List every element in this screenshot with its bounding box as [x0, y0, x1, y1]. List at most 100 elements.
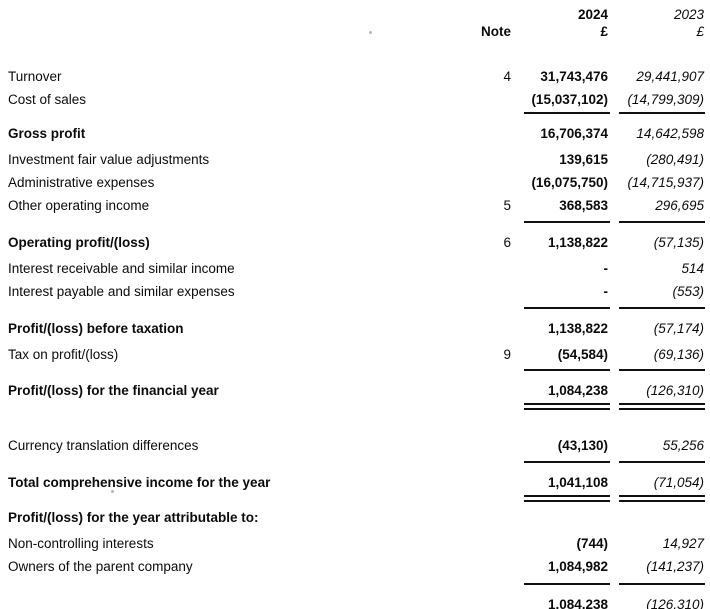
table-row: Currency translation differences (43,130)…: [0, 434, 710, 457]
value-2023: (14,799,309): [627, 92, 704, 107]
column-rule: [619, 583, 705, 585]
value-2024: 2024: [577, 7, 608, 22]
table-row: 1,084,238 (126,310): [0, 593, 710, 609]
value-2023: £: [696, 24, 704, 39]
value-2024: -: [603, 284, 609, 299]
value-2023: 296,695: [655, 198, 704, 213]
table-row: Turnover 4 31,743,476 29,441,907: [0, 65, 710, 88]
note-reference: 9: [503, 347, 511, 362]
column-rule: [524, 221, 610, 223]
scan-artifact-dot: [111, 490, 114, 493]
column-rule: [619, 112, 705, 114]
value-2023: (280,491): [646, 152, 704, 167]
row-label: Cost of sales: [8, 92, 87, 107]
table-header-row: 2024 2023: [0, 6, 710, 23]
note-reference: 6: [503, 235, 511, 250]
row-label: Gross profit: [8, 126, 86, 141]
table-row: Interest receivable and similar income - 5…: [0, 257, 710, 280]
value-2023: 14,927: [662, 536, 704, 551]
column-rule: [619, 495, 705, 502]
value-2023: (126,310): [646, 597, 704, 609]
row-label: Operating profit/(loss): [8, 235, 150, 250]
table-row: Cost of sales (15,037,102) (14,799,309): [0, 88, 710, 111]
table-row: Profit/(loss) for the financial year 1,08…: [0, 379, 710, 402]
rule-row: [0, 583, 710, 585]
column-rule: [619, 369, 705, 371]
column-rule: [619, 403, 705, 410]
table-row: Tax on profit/(loss) 9 (54,584) (69,136): [0, 343, 710, 366]
row-label: Investment fair value adjustments: [8, 152, 210, 167]
row-label: Non-controlling interests: [8, 536, 154, 551]
row-label: Currency translation differences: [8, 438, 199, 453]
row-label: Profit/(loss) for the year attributable …: [8, 510, 259, 525]
note-reference: 4: [503, 69, 511, 84]
value-2024: (744): [576, 536, 608, 551]
rule-row: [0, 369, 710, 371]
column-rule: [524, 369, 610, 371]
value-2023: (14,715,937): [627, 175, 704, 190]
table-row: Investment fair value adjustments 139,615…: [0, 148, 710, 171]
note-reference: Note: [481, 24, 511, 39]
value-2023: 2023: [673, 7, 704, 22]
scan-artifact-dot: [369, 31, 372, 34]
note-reference: 5: [503, 198, 511, 213]
table-row: Interest payable and similar expenses - (5…: [0, 280, 710, 303]
table-row: Total comprehensive income for the year 1…: [0, 471, 710, 494]
value-2024: 1,138,822: [547, 321, 608, 336]
value-2023: (553): [672, 284, 704, 299]
rule-row: [0, 221, 710, 223]
value-2024: 368,583: [559, 198, 608, 213]
table-row: Administrative expenses (16,075,750) (14,7…: [0, 171, 710, 194]
column-rule: [524, 307, 610, 309]
value-2023: (141,237): [646, 559, 704, 574]
double-rule-row: [0, 403, 710, 410]
rule-row: [0, 461, 710, 463]
value-2024: -: [603, 261, 609, 276]
value-2023: 514: [681, 261, 704, 276]
value-2024: 1,084,238: [547, 383, 608, 398]
row-label: Profit/(loss) for the financial year: [8, 383, 219, 398]
row-label: Tax on profit/(loss): [8, 347, 119, 362]
column-rule: [524, 583, 610, 585]
value-2024: (15,037,102): [531, 92, 608, 107]
value-2023: (126,310): [646, 383, 704, 398]
column-rule: [524, 112, 610, 114]
row-label: Interest payable and similar expenses: [8, 284, 235, 299]
row-label: Administrative expenses: [8, 175, 155, 190]
value-2023: 29,441,907: [636, 69, 704, 84]
value-2023: 14,642,598: [636, 126, 704, 141]
value-2024: 1,084,238: [547, 597, 608, 609]
table-row: Non-controlling interests (744) 14,927: [0, 532, 710, 555]
row-label: Other operating income: [8, 198, 150, 213]
value-2023: (71,054): [653, 475, 704, 490]
value-2024: (43,130): [557, 438, 608, 453]
table-row: Owners of the parent company 1,084,982 (14…: [0, 555, 710, 578]
row-label: Interest receivable and similar income: [8, 261, 235, 276]
rule-row: [0, 112, 710, 114]
row-label: Total comprehensive income for the year: [8, 475, 271, 490]
value-2024: £: [600, 24, 608, 39]
value-2023: (57,174): [653, 321, 704, 336]
value-2024: (54,584): [557, 347, 608, 362]
column-rule: [619, 221, 705, 223]
value-2024: 1,138,822: [547, 235, 608, 250]
double-rule-row: [0, 495, 710, 502]
value-2024: 1,041,108: [547, 475, 608, 490]
column-rule: [524, 461, 610, 463]
value-2024: 31,743,476: [540, 69, 608, 84]
rule-row: [0, 307, 710, 309]
row-label: Turnover: [8, 69, 62, 84]
column-rule: [619, 307, 705, 309]
table-row: Operating profit/(loss) 6 1,138,822 (57,135…: [0, 231, 710, 254]
row-label: Owners of the parent company: [8, 559, 193, 574]
value-2023: 55,256: [662, 438, 704, 453]
value-2024: (16,075,750): [531, 175, 608, 190]
value-2024: 139,615: [559, 152, 608, 167]
value-2024: 1,084,982: [547, 559, 608, 574]
table-row: Other operating income 5 368,583 296,695: [0, 194, 710, 217]
value-2023: (57,135): [653, 235, 704, 250]
value-2023: (69,136): [653, 347, 704, 362]
column-rule: [524, 403, 610, 410]
